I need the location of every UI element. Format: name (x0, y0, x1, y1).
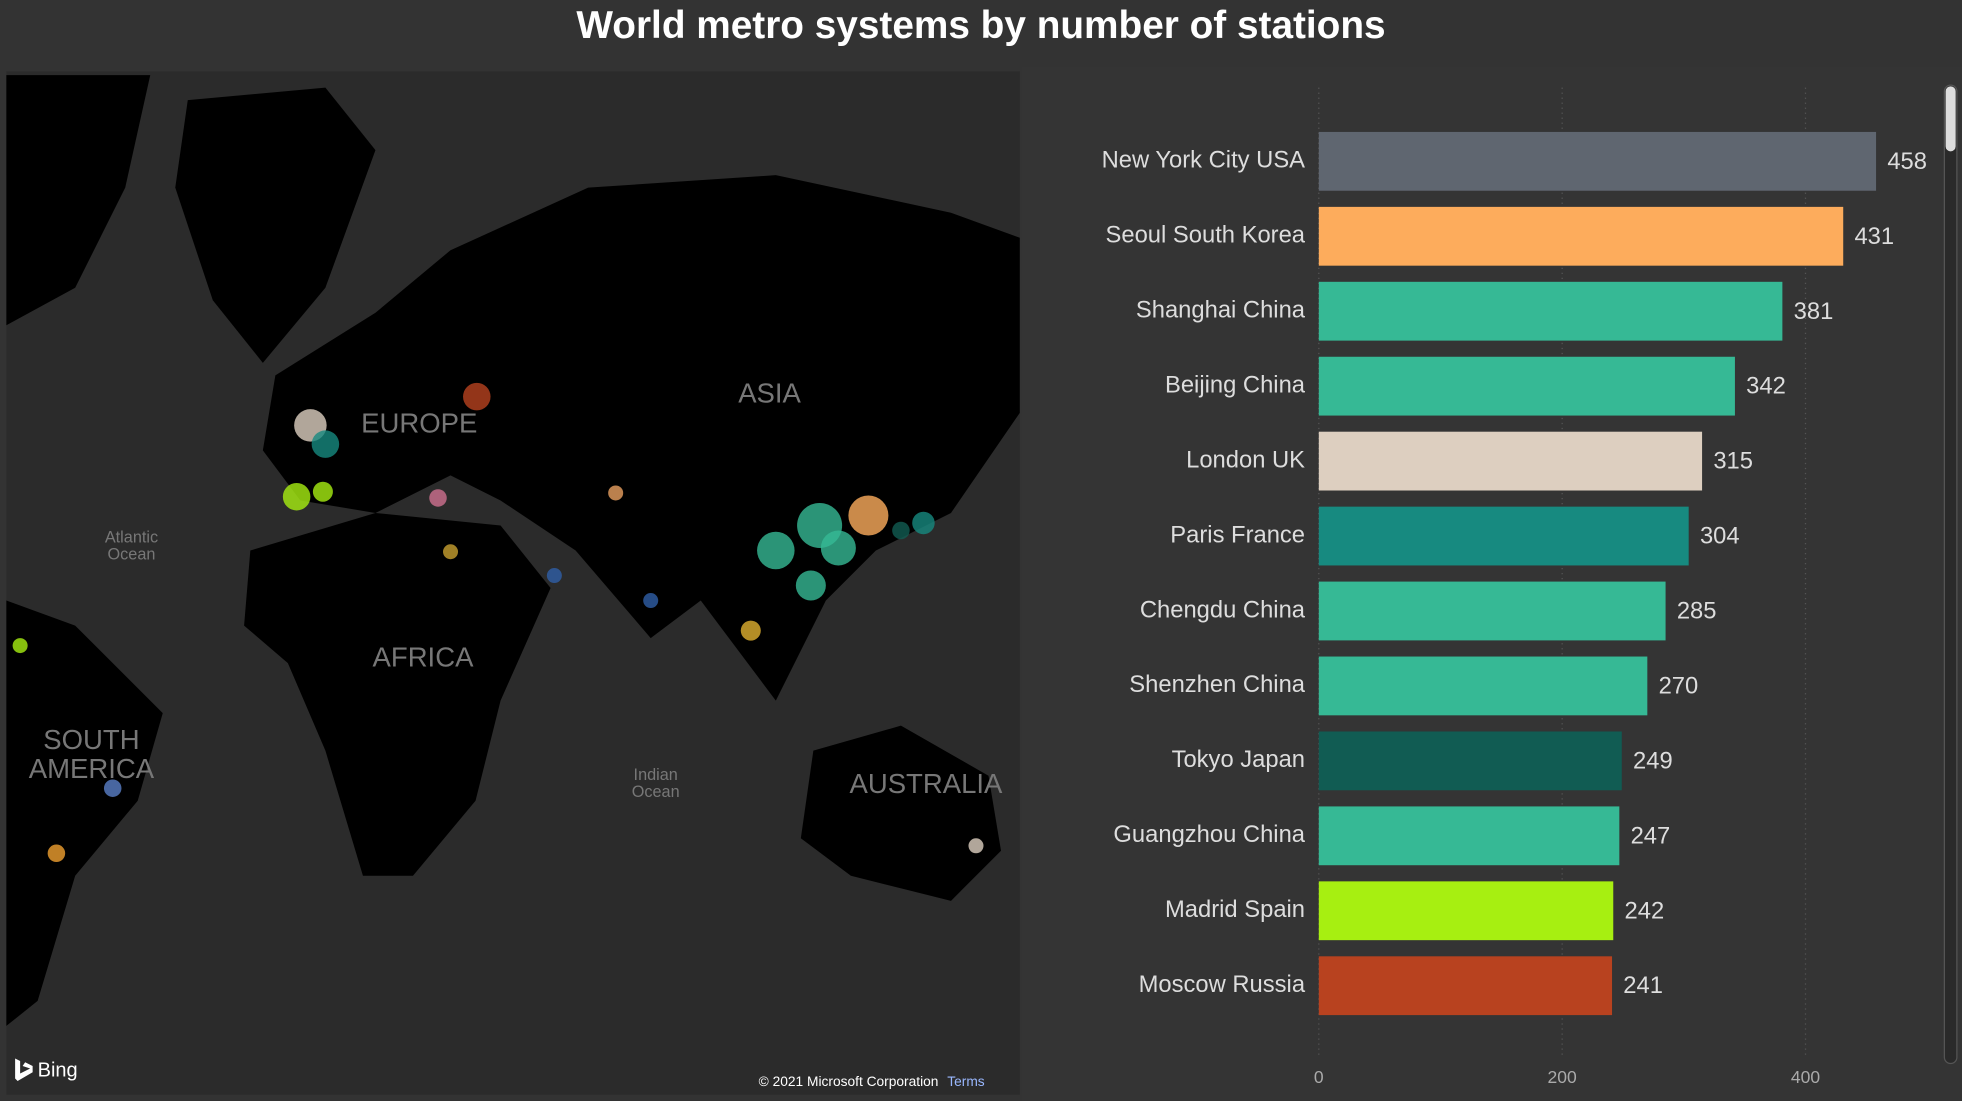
map-label: AFRICA (373, 642, 475, 673)
map-label: AMERICA (29, 753, 155, 784)
bar (1318, 956, 1613, 1016)
scrollbar-thumb[interactable] (1945, 86, 1956, 152)
y-tick-label: Seoul South Korea (1106, 222, 1306, 249)
value-label: 304 (1700, 523, 1740, 550)
scrollbar[interactable] (1943, 84, 1958, 1065)
value-label: 458 (1887, 148, 1927, 175)
map-logo: Bing (38, 1059, 78, 1081)
y-tick-label: Chengdu China (1140, 596, 1306, 623)
y-tick-label: Madrid Spain (1165, 896, 1305, 923)
y-tick-label: Guangzhou China (1113, 821, 1305, 848)
map-africa (244, 512, 551, 876)
value-label: 342 (1746, 373, 1786, 400)
map-label: Ocean (108, 545, 156, 563)
bar (1318, 731, 1622, 791)
bar-chart: 0 200 400 New York City USA 458 Seoul South K… (1102, 87, 1927, 1087)
value-label: 242 (1625, 897, 1665, 924)
bar (1318, 806, 1620, 866)
map-label: Ocean (632, 783, 680, 801)
map-label: Atlantic (105, 528, 158, 546)
y-tick-label: Shenzhen China (1129, 671, 1306, 698)
bar (1318, 431, 1703, 491)
value-label: 285 (1677, 598, 1717, 625)
map-south-america (6, 600, 163, 1026)
value-label: 315 (1713, 448, 1753, 475)
y-tick-label: Beijing China (1165, 371, 1306, 398)
value-label: 241 (1623, 972, 1663, 999)
x-tick-label: 0 (1314, 1067, 1324, 1087)
x-tick-label: 200 (1548, 1067, 1577, 1087)
value-label: 431 (1854, 223, 1894, 250)
value-label: 381 (1794, 298, 1834, 325)
map-label: EUROPE (361, 408, 477, 439)
map-greenland (175, 87, 376, 363)
map-label: Indian (634, 766, 678, 784)
map-label: ASIA (738, 378, 801, 409)
x-tick-label: 400 (1791, 1067, 1820, 1087)
value-label: 247 (1631, 822, 1671, 849)
bar (1318, 581, 1666, 641)
map-australia (800, 725, 1002, 901)
y-tick-label: Moscow Russia (1139, 971, 1306, 998)
y-tick-label: New York City USA (1102, 147, 1306, 174)
bar (1318, 656, 1648, 716)
chart-title: World metro systems by number of station… (576, 4, 1385, 47)
map-label: AUSTRALIA (849, 768, 1003, 799)
bar (1318, 881, 1614, 941)
map-logo-icon (15, 1058, 33, 1081)
map-north-america (6, 75, 151, 326)
map-label: SOUTH (43, 724, 139, 755)
bar (1318, 131, 1877, 191)
map-terms[interactable]: Terms (947, 1074, 985, 1089)
bar (1318, 206, 1844, 266)
map-eurasia (262, 175, 1020, 701)
value-label: 249 (1633, 747, 1673, 774)
bar (1318, 281, 1783, 341)
bar (1318, 356, 1735, 416)
map-attribution: © 2021 Microsoft Corporation (759, 1074, 939, 1089)
y-tick-label: Paris France (1170, 521, 1305, 548)
map-bubbles (12, 382, 984, 863)
y-tick-label: Shanghai China (1136, 297, 1306, 324)
value-label: 270 (1659, 672, 1699, 699)
y-tick-label: Tokyo Japan (1172, 746, 1305, 773)
y-tick-label: London UK (1186, 446, 1305, 473)
bar (1318, 506, 1689, 566)
